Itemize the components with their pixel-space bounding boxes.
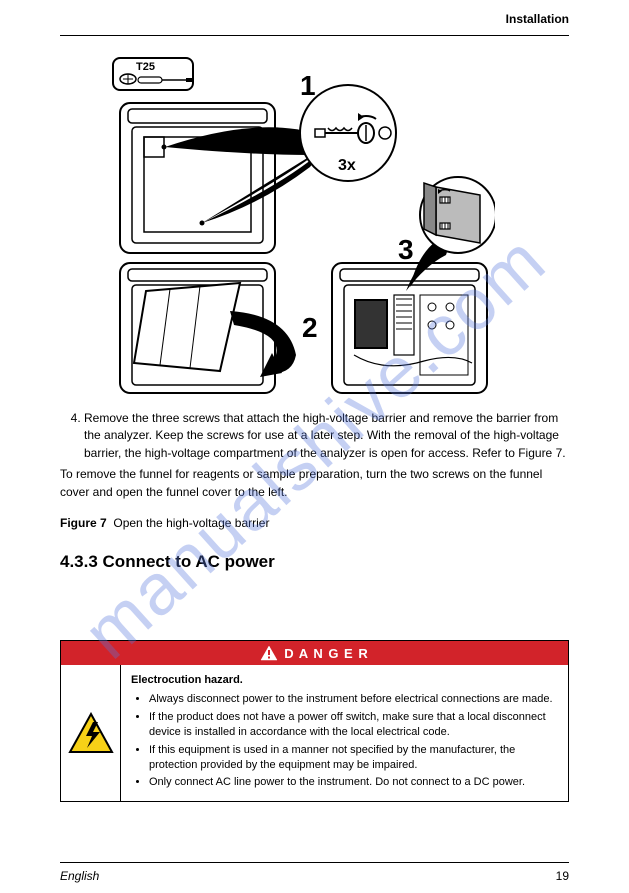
electrocution-hazard-icon [68,712,114,754]
danger-icon-cell [61,665,121,801]
footer-language: English [60,869,99,883]
footer-page-num: 19 [556,869,569,883]
step-num-3: 3 [398,234,414,265]
step-num-2: 2 [302,312,318,343]
danger-line-3: If this equipment is used in a manner no… [149,743,558,774]
danger-line-4: Only connect AC line power to the instru… [149,775,558,790]
body-text-block: Remove the three screws that attach the … [60,410,569,585]
figure-caption: Figure 7 Open the high-voltage barrier [60,515,569,532]
danger-line-2: If the product does not have a power off… [149,710,558,741]
screwdriver-icon [114,59,196,93]
top-rule [60,35,569,36]
step-num-1: 1 [300,70,316,101]
figure-open-barrier: T25 [110,55,495,400]
count-3x: 3x [338,157,356,174]
funnel-para: To remove the funnel for reagents or sam… [60,466,569,501]
tool-callout: T25 [112,57,194,91]
danger-box: D A N G E R Electrocution hazard. Always… [60,640,569,802]
diagram-svg: 1 3x 2 [110,55,495,400]
danger-header-text: D A N G E R [284,646,368,661]
danger-line-1: Always disconnect power to the instrumen… [149,692,558,707]
danger-text: Electrocution hazard. Always disconnect … [121,665,568,801]
section-heading: 4.3.3 Connect to AC power [60,550,569,575]
danger-header: D A N G E R [61,641,568,665]
bottom-rule [60,862,569,863]
header-section-label: Installation [506,12,569,26]
warning-triangle-icon [260,645,278,661]
step-4-text: Remove the three screws that attach the … [84,410,569,462]
